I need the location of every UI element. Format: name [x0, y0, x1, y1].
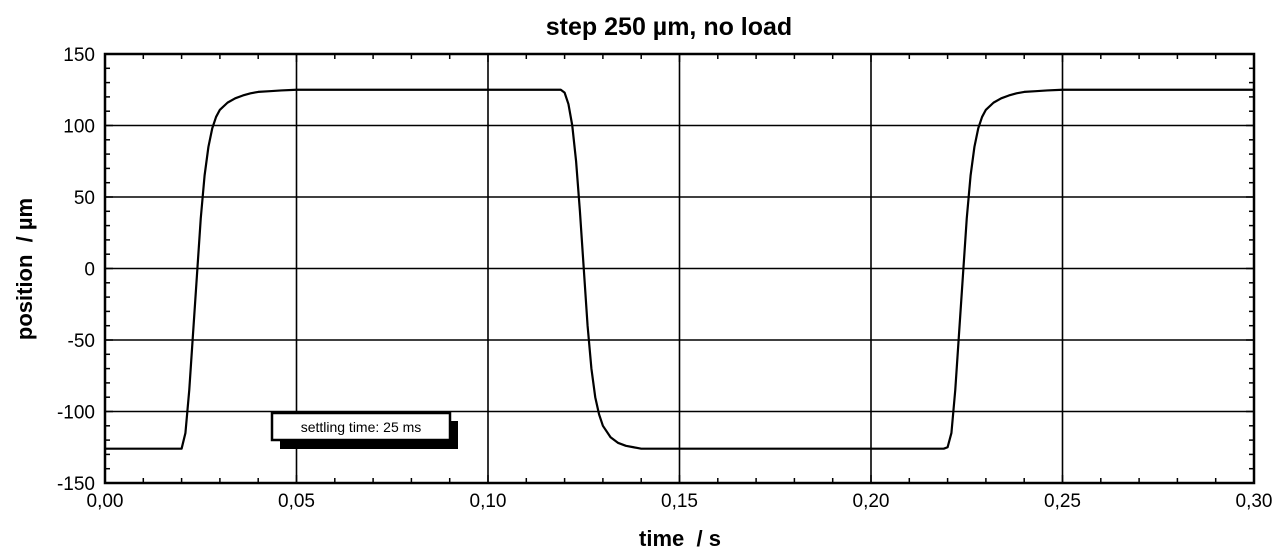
settling-time-annotation: settling time: 25 ms: [270, 411, 458, 449]
y-tick-labels: 150 100 50 0 -50 -100 -150: [57, 45, 95, 495]
annotation-text: settling time: 25 ms: [301, 419, 422, 435]
x-axis-label: time / s: [639, 526, 721, 551]
annotation-box: [270, 411, 452, 442]
y-tick-label: -150: [57, 474, 95, 495]
y-tick-label: 0: [84, 260, 95, 281]
plot-frame: [103, 52, 1256, 485]
series-group: [105, 88, 1254, 450]
x-tick-label: 0,05: [278, 491, 315, 512]
y-axis-label: position / µm: [12, 198, 37, 340]
x-tick-label: 0,30: [1236, 491, 1273, 512]
x-tick-labels: 0,00 0,05 0,10 0,15 0,20 0,25 0,30: [87, 491, 1273, 512]
x-tick-label: 0,00: [87, 491, 124, 512]
x-tick-label: 0,10: [470, 491, 507, 512]
grid-lines: [105, 54, 1254, 483]
y-tick-label: -100: [57, 403, 95, 424]
y-tick-label: 150: [63, 45, 95, 66]
y-tick-label: -50: [68, 331, 95, 352]
x-tick-label: 0,25: [1044, 491, 1081, 512]
x-tick-label: 0,20: [853, 491, 890, 512]
series-line-0: [105, 88, 1254, 450]
y-tick-label: 100: [63, 117, 95, 138]
chart-title: step 250 µm, no load: [546, 13, 792, 41]
y-tick-label: 50: [74, 188, 95, 209]
x-tick-label: 0,15: [661, 491, 698, 512]
